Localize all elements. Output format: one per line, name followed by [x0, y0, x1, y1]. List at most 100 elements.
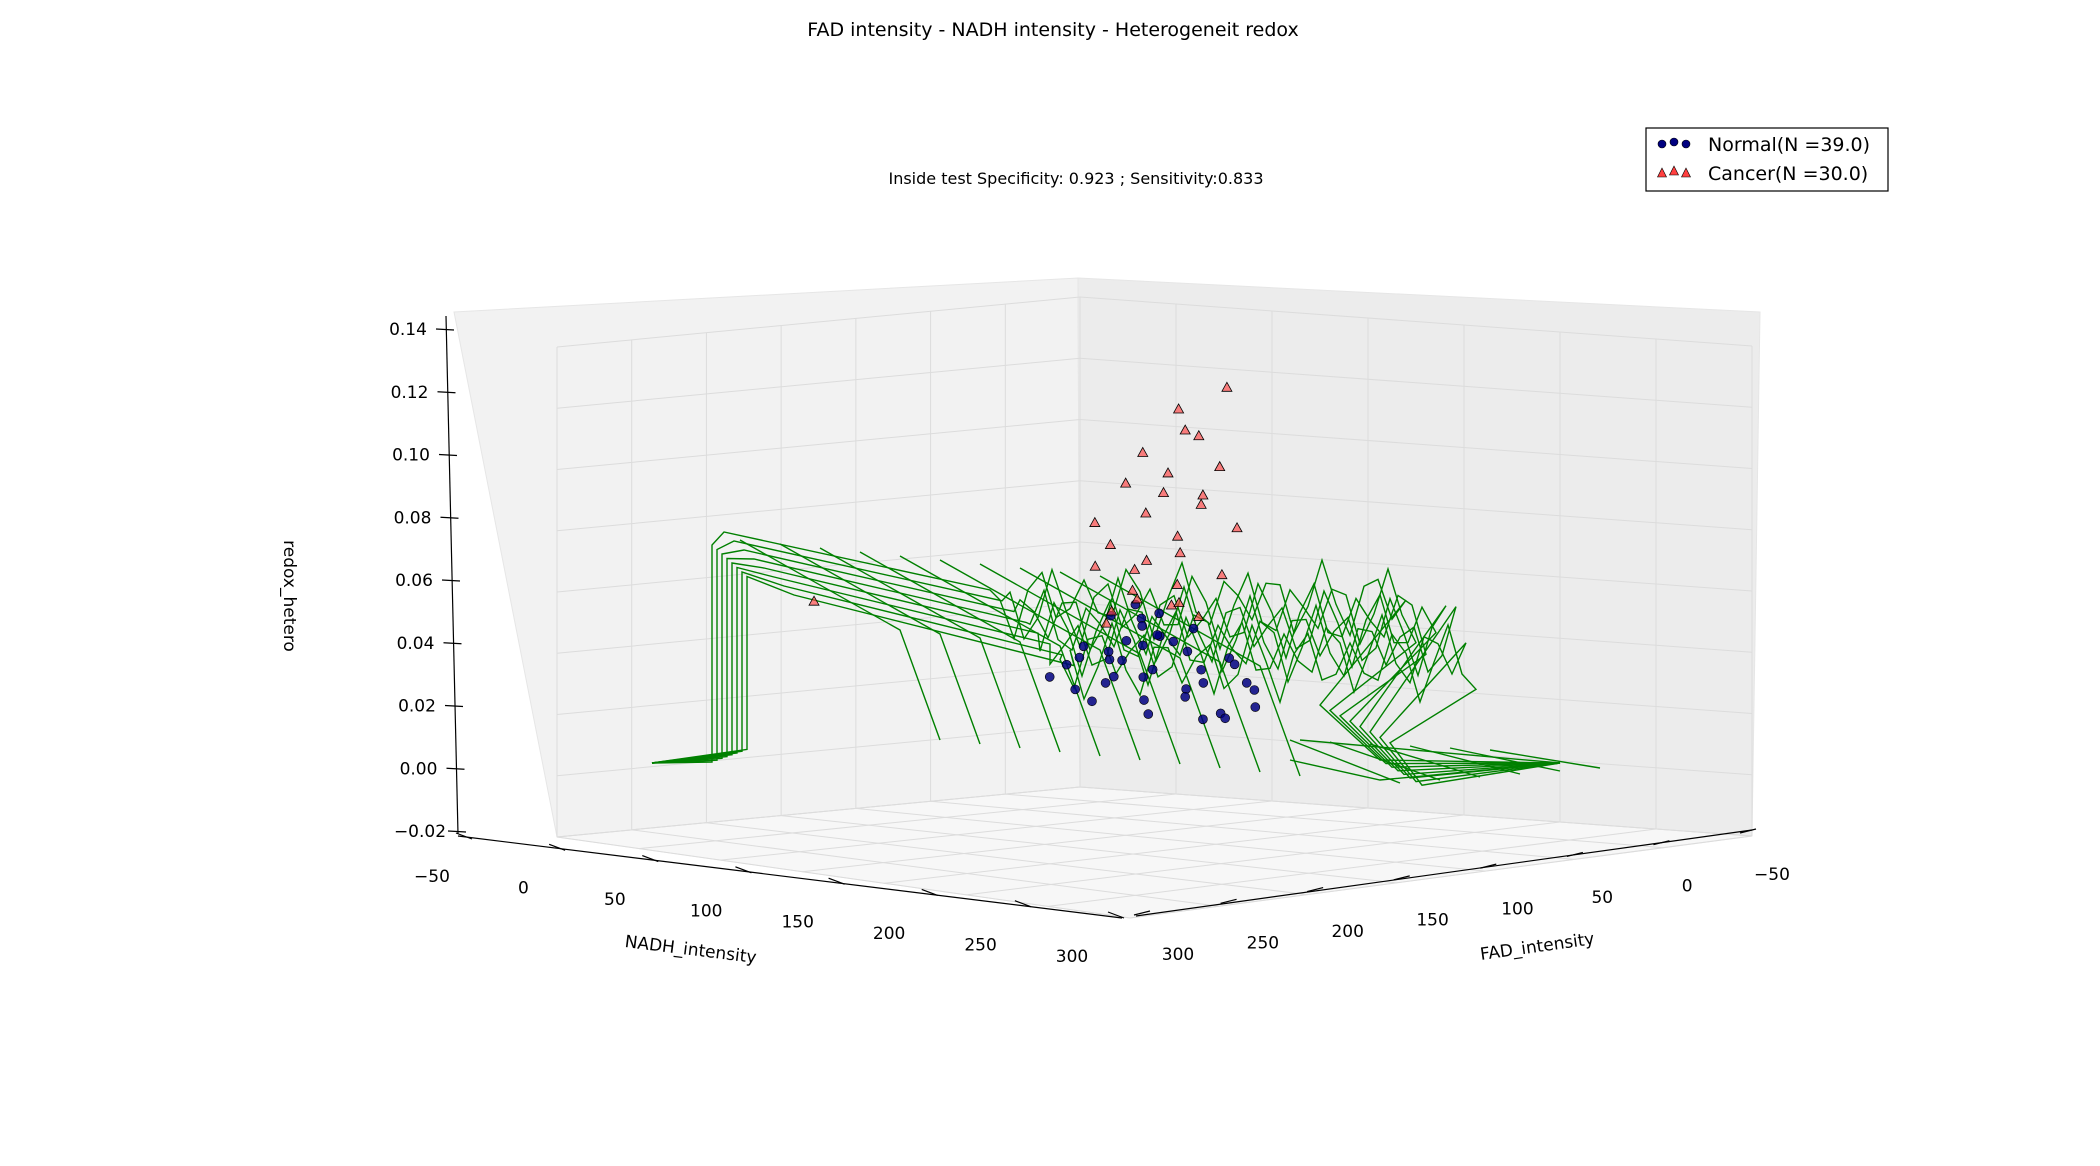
z-tick — [446, 767, 465, 770]
z-tick — [441, 579, 461, 582]
legend-cancer-marker — [1669, 165, 1679, 176]
cancer-point — [1221, 381, 1233, 392]
surface-cross — [859, 551, 1061, 753]
normal-point — [1198, 714, 1208, 725]
cancer-point — [1104, 538, 1117, 549]
cancer-point — [1089, 516, 1101, 527]
surface-flat-grid — [1489, 749, 1601, 769]
y-tick-label: 150 — [781, 913, 813, 933]
normal-point — [1087, 696, 1097, 707]
grid-line-floor-n — [802, 807, 1369, 873]
surface-strand — [651, 575, 1561, 786]
legend-normal-marker — [1657, 139, 1667, 149]
z-tick — [443, 642, 462, 645]
cancer-point — [1131, 593, 1143, 604]
y-tick — [735, 866, 752, 874]
x-tick — [1133, 910, 1151, 916]
normal-point — [1044, 672, 1055, 682]
normal-point — [1137, 640, 1148, 651]
y-tick-label: 50 — [604, 890, 626, 910]
normal-point — [1074, 652, 1085, 663]
normal-point — [1154, 608, 1164, 619]
normal-point — [1182, 646, 1193, 657]
z-axis-label: redox_hetero — [279, 540, 299, 652]
normal-point — [1198, 678, 1209, 688]
normal-point — [1061, 659, 1072, 670]
normal-point — [1139, 695, 1149, 705]
x-tick-label: −50 — [1754, 865, 1790, 885]
z-tick — [440, 516, 459, 519]
cancer-point — [1162, 467, 1174, 478]
y-tick-label: 300 — [1056, 947, 1088, 967]
surface-cross — [979, 563, 1181, 765]
cancer-point — [1137, 446, 1149, 457]
y-tick — [828, 877, 845, 885]
surface-cross — [1059, 571, 1261, 773]
cancer-point — [1197, 489, 1209, 500]
z-tick-label: −0.02 — [394, 822, 446, 842]
normal-point — [1241, 678, 1252, 688]
cancer-point — [1100, 617, 1112, 628]
grid-line-h — [556, 418, 1753, 470]
z-tick — [447, 830, 467, 833]
cancer-point — [1231, 521, 1243, 533]
surface-cross — [1019, 567, 1221, 769]
y-tick — [1014, 900, 1032, 908]
series-cancer — [808, 381, 1243, 628]
normal-point — [1108, 671, 1119, 682]
legend-normal-marker — [1669, 137, 1679, 147]
surface-cross — [939, 559, 1141, 761]
normal-point — [1117, 655, 1127, 666]
x-tick — [1306, 886, 1324, 893]
grid-line-h — [556, 786, 1753, 838]
legend-cancer-label: Cancer(N =30.0) — [1708, 163, 1868, 185]
cancer-point — [1179, 424, 1191, 435]
x-axis-label: FAD_intensity — [1479, 929, 1596, 965]
z-tick-label: 0.10 — [392, 446, 430, 466]
legend-box — [1645, 127, 1889, 192]
cancer-point — [1216, 568, 1228, 580]
cancer-point — [1089, 560, 1101, 571]
grid-line-floor-n — [966, 821, 1561, 896]
cancer-point — [1172, 403, 1185, 414]
y-tick-label: 200 — [873, 924, 905, 944]
normal-point — [1220, 713, 1230, 724]
series-normal — [1044, 599, 1261, 725]
y-tick — [455, 832, 473, 840]
normal-point — [1121, 635, 1132, 646]
z-tick — [444, 704, 464, 708]
y-ticks: −50 0 50 100 150 200 250 300 — [414, 832, 1125, 967]
z-tick-label: 0.12 — [391, 383, 429, 403]
z-tick-label: 0.14 — [389, 320, 427, 340]
x-tick-label: 100 — [1501, 899, 1533, 919]
surface-strand — [651, 571, 1561, 783]
x-tick — [1393, 875, 1410, 881]
legend-normal-marker — [1681, 139, 1691, 149]
legend-cancer-marker — [1681, 167, 1691, 178]
cancer-point — [1195, 498, 1207, 509]
normal-point — [1168, 636, 1179, 647]
y-tick-label: −50 — [414, 867, 450, 887]
surface-cross — [899, 555, 1101, 757]
grid-line-floor-n — [638, 793, 1177, 850]
normal-point — [1196, 664, 1206, 675]
legend-cancer-marker — [1657, 167, 1667, 178]
cancer-point — [1192, 610, 1205, 621]
y-axis-label: NADH_intensity — [624, 932, 758, 968]
z-tick-label: 0.02 — [398, 697, 436, 717]
legend-normal-markers — [1657, 137, 1691, 149]
surface-strand — [651, 566, 1561, 779]
x-tick — [1566, 851, 1584, 858]
cancer-point — [1193, 429, 1205, 441]
cancer-point — [1140, 554, 1153, 565]
y-tick-label: 250 — [964, 936, 996, 956]
legend: Normal(N =39.0) Cancer(N =30.0) — [1645, 127, 1889, 192]
y-axis-line — [457, 835, 1123, 919]
y-tick — [921, 888, 938, 896]
x-tick — [1739, 828, 1757, 834]
normal-point — [1103, 646, 1114, 657]
grid-line-floor-n — [884, 814, 1465, 884]
x-tick-label: 50 — [1591, 888, 1613, 908]
z-tick-label: 0.06 — [395, 571, 433, 591]
